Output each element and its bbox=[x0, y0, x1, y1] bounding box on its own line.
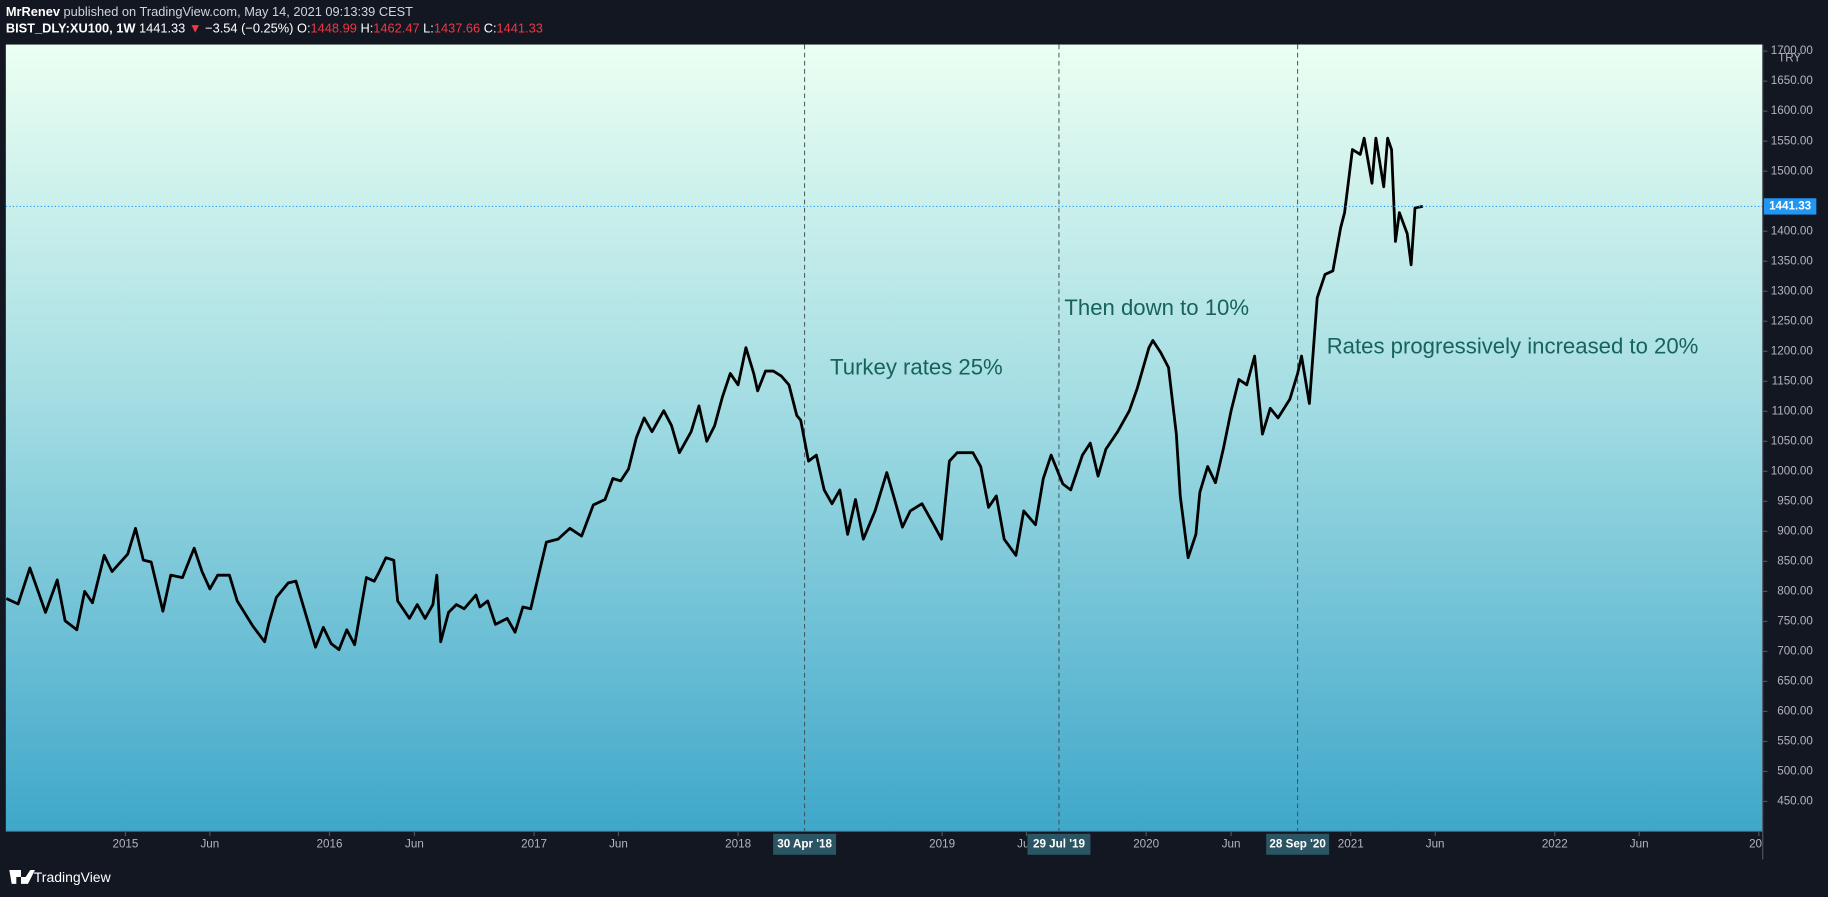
currency: TRY bbox=[1778, 52, 1801, 65]
x-tick-label: 2022 bbox=[1542, 837, 1568, 850]
symbol-line: BIST_DLY:XU100, 1W 1441.33 ▼ −3.54 (−0.2… bbox=[6, 21, 543, 36]
annotation: Then down to 10% bbox=[1064, 295, 1249, 320]
y-tick-label: 950.00 bbox=[1777, 494, 1813, 507]
marker-label-box bbox=[773, 833, 837, 855]
footer: TradingView bbox=[9, 869, 112, 885]
x-tick-label: 2021 bbox=[1338, 837, 1364, 850]
y-tick-label: 1700.00 bbox=[1771, 44, 1814, 57]
price-line bbox=[5, 136, 1424, 651]
y-tick-label: 600.00 bbox=[1777, 704, 1813, 717]
x-tick-label: 2016 bbox=[317, 837, 343, 850]
x-tick-label: 2015 bbox=[112, 837, 138, 850]
y-tick-label: 650.00 bbox=[1777, 674, 1813, 687]
x-tick-label: 2017 bbox=[521, 837, 547, 850]
x-tick-label: 2020 bbox=[1133, 837, 1159, 850]
brand: TradingView bbox=[34, 869, 112, 885]
marker-label: 29 Jul '19 bbox=[1033, 837, 1085, 850]
y-tick-label: 1000.00 bbox=[1771, 464, 1814, 477]
ohlc-label: C: bbox=[484, 21, 497, 36]
last-price-label: 1441.33 bbox=[1769, 199, 1812, 212]
y-tick-label: 800.00 bbox=[1777, 584, 1813, 597]
author: MrRenev bbox=[6, 4, 61, 19]
x-tick-label: Jun bbox=[1426, 837, 1445, 850]
ohlc-label: L: bbox=[423, 21, 434, 36]
symbol: BIST_DLY:XU100, 1W bbox=[6, 21, 136, 36]
ohlc-value: 1448.99 bbox=[311, 21, 357, 36]
ohlc-label: O: bbox=[297, 21, 311, 36]
ohlc-value: 1462.47 bbox=[373, 21, 419, 36]
y-tick-label: 1500.00 bbox=[1771, 164, 1814, 177]
plot-area bbox=[5, 44, 1763, 832]
ohlc-value: 1441.33 bbox=[497, 21, 543, 36]
x-axis: 2015 Jun 2016 Jun 2017 Jun 2018 2019 Jun 2020 Jun 2… bbox=[112, 831, 1769, 855]
annotation: Rates progressively increased to 20% bbox=[1327, 334, 1699, 359]
y-tick-label: 1150.00 bbox=[1772, 374, 1814, 387]
price: 1441.33 bbox=[139, 21, 185, 36]
x-tick-label: Jun bbox=[200, 837, 219, 850]
y-tick-label: 1200.00 bbox=[1771, 344, 1814, 357]
marker-label-box bbox=[1266, 833, 1330, 855]
y-tick-label: 1300.00 bbox=[1771, 284, 1814, 297]
annotations: Turkey rates 25% Then down to 10% Rates … bbox=[830, 295, 1698, 379]
logo bbox=[9, 869, 35, 884]
y-tick-label: 700.00 bbox=[1777, 644, 1813, 657]
price-axis-panel bbox=[1762, 44, 1828, 860]
y-tick-label: 1600.00 bbox=[1771, 104, 1814, 117]
y-tick-label: 1350.00 bbox=[1771, 254, 1814, 267]
x-tick-label: Jun bbox=[405, 837, 424, 850]
y-tick-label: 550.00 bbox=[1777, 735, 1813, 748]
marker-label: 30 Apr '18 bbox=[777, 837, 832, 850]
header-line: MrRenev published on TradingView.com, Ma… bbox=[6, 4, 413, 19]
annotation: Turkey rates 25% bbox=[830, 354, 1003, 379]
y-tick-label: 750.00 bbox=[1777, 614, 1813, 627]
ohlc-label: H: bbox=[360, 21, 373, 36]
y-tick-label: 1650.00 bbox=[1771, 74, 1814, 87]
y-axis: 450.00 500.00 550.00 600.00 650.00 700.00 750.… bbox=[1762, 44, 1817, 808]
y-tick-label: 500.00 bbox=[1777, 765, 1813, 778]
y-tick-label: 1100.00 bbox=[1772, 404, 1814, 417]
y-tick-label: 450.00 bbox=[1777, 795, 1813, 808]
last-price-box bbox=[1763, 198, 1817, 215]
y-tick-label: 1050.00 bbox=[1771, 434, 1814, 447]
x-tick-label: 2018 bbox=[725, 837, 751, 850]
y-tick-label: 850.00 bbox=[1777, 554, 1813, 567]
y-tick-label: 1550.00 bbox=[1771, 134, 1814, 147]
y-tick-label: 900.00 bbox=[1777, 524, 1813, 537]
marker-label-box bbox=[1027, 833, 1091, 855]
change: −3.54 (−0.25%) bbox=[205, 21, 293, 36]
x-tick-label: Jun bbox=[1630, 837, 1649, 850]
direction: ▼ bbox=[189, 21, 202, 36]
marker-label: 28 Sep '20 bbox=[1269, 837, 1325, 850]
published: published on TradingView.com, May 14, 20… bbox=[64, 4, 414, 19]
plot bbox=[5, 44, 1763, 832]
ohlc-value: 1437.66 bbox=[434, 21, 480, 36]
x-tick-label: Jun bbox=[1222, 837, 1241, 850]
y-tick-label: 1400.00 bbox=[1771, 224, 1814, 237]
x-tick-label: 2019 bbox=[929, 837, 955, 850]
x-tick-label: Jun bbox=[609, 837, 628, 850]
y-tick-label: 1250.00 bbox=[1771, 314, 1814, 327]
